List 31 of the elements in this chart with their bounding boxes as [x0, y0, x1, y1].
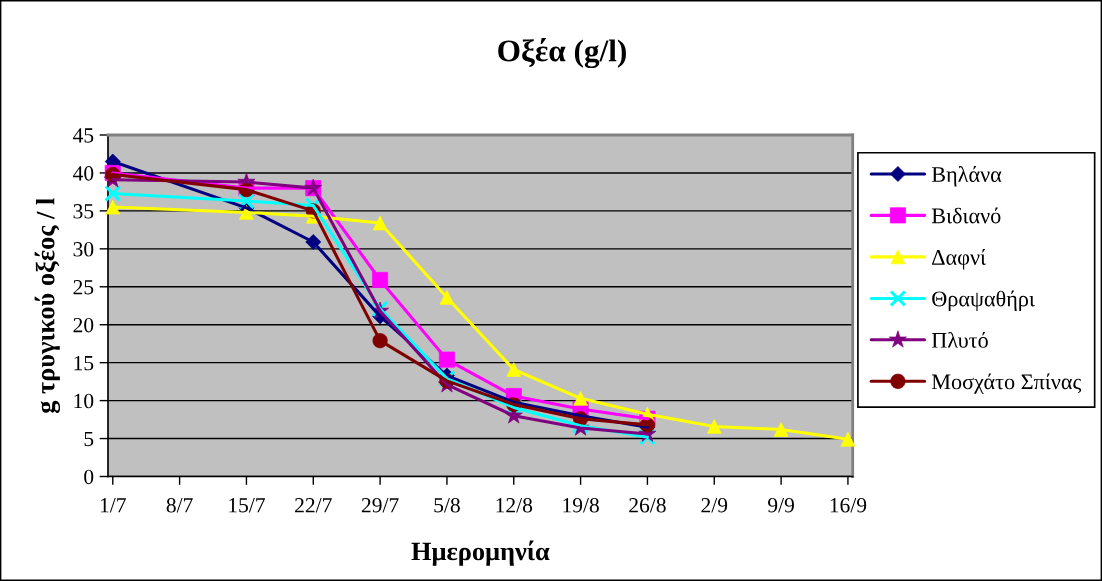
y-tick-label: 0 [84, 469, 94, 485]
y-tick-label: 25 [73, 279, 94, 295]
x-tick-label: 22/7 [295, 498, 332, 513]
x-tick-label: 29/7 [361, 498, 399, 513]
y-axis-title: g τρυγικού οξέος / l [34, 198, 61, 414]
y-tick-label: 40 [73, 166, 94, 181]
y-tick-label: 5 [84, 431, 94, 447]
legend-label: Δαφνί [932, 249, 986, 270]
legend-label: Βιδιανό [931, 207, 1001, 224]
chart-title: Οξέα (g/l) [498, 37, 626, 69]
y-tick-label: 30 [73, 241, 94, 257]
y-tick-label: 45 [73, 128, 94, 143]
y-tick-label: 20 [73, 317, 94, 333]
x-tick-label: 26/8 [629, 497, 666, 513]
x-tick-label: 19/8 [563, 497, 599, 513]
x-tick-label: 5/8 [434, 497, 460, 513]
legend-label: Βηλάνα [931, 166, 1002, 187]
y-tick-label: 35 [73, 204, 94, 219]
legend-label: Θραψαθήρι [932, 290, 1035, 311]
y-tick-label: 15 [74, 355, 94, 371]
x-axis-title: Ημερομηνία [411, 540, 550, 566]
x-tick-label: 15/7 [229, 498, 265, 513]
x-tick-label: 12/8 [496, 497, 533, 513]
legend-label: Μοσχάτο Σπίνας [931, 373, 1082, 394]
x-tick-label: 16/9 [830, 498, 867, 513]
x-tick-label: 2/9 [701, 498, 728, 513]
x-tick-label: 8/7 [166, 497, 193, 513]
y-tick-label: 10 [74, 393, 94, 409]
x-tick-label: 9/9 [768, 498, 794, 513]
legend-label: Πλυτό [931, 331, 988, 348]
x-tick-label: 1/7 [100, 498, 126, 513]
